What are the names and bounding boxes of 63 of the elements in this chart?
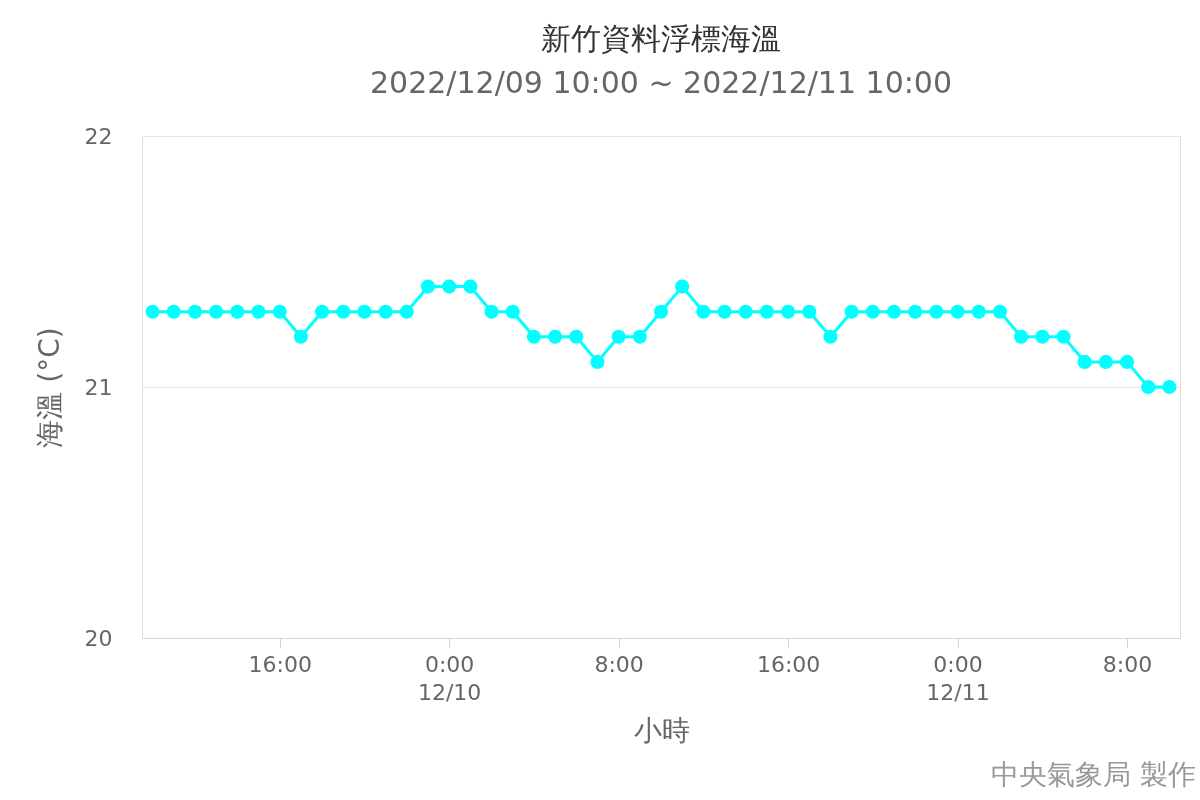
point	[992, 304, 1008, 319]
point	[908, 304, 923, 319]
point	[759, 304, 774, 319]
point	[1162, 379, 1177, 395]
x-axis-title: 小時	[633, 713, 690, 747]
point	[1098, 354, 1113, 369]
point	[293, 329, 308, 344]
point	[505, 304, 520, 319]
text: 中央氣象局 製作	[991, 758, 1196, 791]
point	[1119, 354, 1135, 369]
x-tick-label: 8:00	[1102, 651, 1153, 677]
point	[1014, 329, 1029, 344]
point	[1056, 329, 1071, 344]
point	[653, 304, 669, 319]
point	[1077, 354, 1092, 369]
point	[272, 304, 287, 319]
x-tick-label: 0:00 12/11	[926, 651, 990, 705]
point	[844, 304, 859, 319]
y-axis-title: 海溫 (°C)	[32, 327, 66, 448]
x-tick-label: 0:00 12/10	[417, 651, 482, 705]
point	[442, 279, 457, 294]
point	[314, 304, 330, 319]
y-tick-label: 20	[84, 625, 113, 651]
y-tick-label: 22	[84, 123, 113, 149]
point	[971, 304, 986, 319]
point	[548, 329, 563, 344]
point	[209, 304, 224, 319]
point	[420, 279, 436, 294]
point	[378, 304, 393, 319]
point	[675, 279, 690, 294]
point	[463, 279, 478, 294]
point	[865, 304, 880, 319]
chart-subtitle: 2022/12/09 10:00 ~ 2022/12/11 10:00	[369, 65, 953, 100]
x-tick-label: 16:00	[756, 651, 821, 677]
point	[823, 329, 838, 344]
point	[166, 304, 181, 319]
chart-title: 新竹資料浮標海溫	[541, 21, 781, 56]
x-tick-label: 16:00	[248, 651, 312, 677]
point	[802, 304, 817, 319]
point	[357, 304, 372, 319]
point	[1035, 329, 1050, 344]
point	[399, 304, 414, 319]
point	[484, 304, 499, 319]
point	[738, 304, 753, 319]
point	[1141, 379, 1156, 395]
point	[886, 304, 902, 319]
x-tick-label: 8:00	[594, 651, 644, 677]
point	[145, 304, 160, 319]
point	[950, 304, 965, 319]
point	[590, 354, 605, 369]
point	[696, 304, 711, 319]
point	[781, 304, 796, 319]
point	[632, 329, 647, 344]
point	[251, 304, 266, 319]
point	[717, 304, 732, 319]
point	[336, 304, 351, 319]
point	[187, 304, 203, 319]
y-tick-label: 21	[84, 374, 113, 400]
point	[230, 304, 245, 319]
point	[929, 304, 944, 319]
point	[569, 329, 584, 344]
point	[526, 329, 541, 344]
point	[611, 329, 626, 344]
